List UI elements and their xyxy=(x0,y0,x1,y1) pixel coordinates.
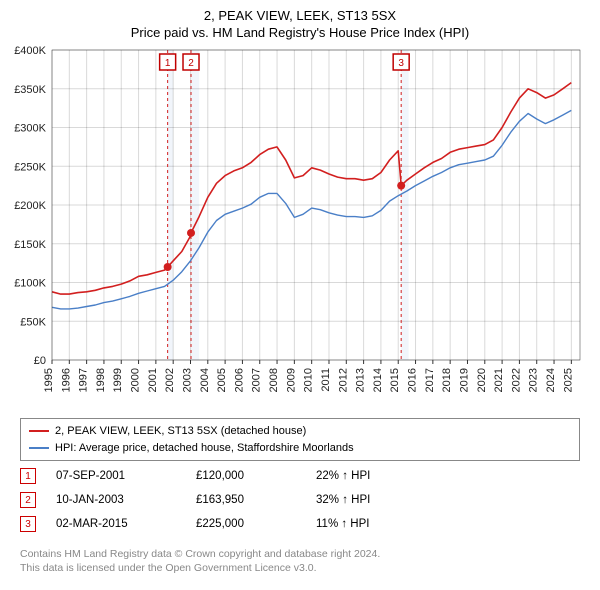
svg-text:2011: 2011 xyxy=(320,368,332,392)
svg-text:2005: 2005 xyxy=(216,368,228,392)
svg-text:£200K: £200K xyxy=(14,200,46,212)
svg-text:2019: 2019 xyxy=(458,368,470,392)
svg-text:£150K: £150K xyxy=(14,239,46,251)
sale-pct: 22% ↑ HPI xyxy=(316,470,416,482)
legend: 2, PEAK VIEW, LEEK, ST13 5SX (detached h… xyxy=(20,418,580,461)
sale-marker-icon: 2 xyxy=(20,492,36,508)
footer-line-1: Contains HM Land Registry data © Crown c… xyxy=(20,548,580,562)
svg-text:2025: 2025 xyxy=(562,368,574,392)
svg-text:£300K: £300K xyxy=(14,123,46,135)
svg-text:1999: 1999 xyxy=(112,368,124,392)
footer-line-2: This data is licensed under the Open Gov… xyxy=(20,562,580,576)
legend-row: HPI: Average price, detached house, Staf… xyxy=(29,440,571,457)
legend-row: 2, PEAK VIEW, LEEK, ST13 5SX (detached h… xyxy=(29,423,571,440)
sale-pct: 11% ↑ HPI xyxy=(316,518,416,530)
sale-price: £225,000 xyxy=(196,518,296,530)
svg-text:2007: 2007 xyxy=(251,368,263,392)
svg-text:2012: 2012 xyxy=(337,368,349,392)
svg-text:£400K: £400K xyxy=(14,45,46,57)
svg-text:2010: 2010 xyxy=(303,368,315,392)
sales-table: 1 07-SEP-2001 £120,000 22% ↑ HPI 2 10-JA… xyxy=(20,464,580,536)
legend-label: HPI: Average price, detached house, Staf… xyxy=(55,440,354,457)
svg-text:£100K: £100K xyxy=(14,278,46,290)
sale-date: 02-MAR-2015 xyxy=(56,518,176,530)
subtitle: Price paid vs. HM Land Registry's House … xyxy=(0,25,600,40)
svg-text:£0: £0 xyxy=(34,355,46,367)
svg-text:2008: 2008 xyxy=(268,368,280,392)
svg-text:2004: 2004 xyxy=(199,368,211,392)
sale-price: £163,950 xyxy=(196,494,296,506)
svg-text:£50K: £50K xyxy=(20,316,46,328)
svg-text:£250K: £250K xyxy=(14,161,46,173)
svg-text:2006: 2006 xyxy=(233,368,245,392)
svg-text:2016: 2016 xyxy=(407,368,419,392)
svg-text:2022: 2022 xyxy=(510,368,522,392)
title-area: 2, PEAK VIEW, LEEK, ST13 5SX Price paid … xyxy=(0,0,600,40)
legend-label: 2, PEAK VIEW, LEEK, ST13 5SX (detached h… xyxy=(55,423,306,440)
svg-text:2021: 2021 xyxy=(493,368,505,392)
svg-text:1996: 1996 xyxy=(60,368,72,392)
svg-text:1998: 1998 xyxy=(95,368,107,392)
sale-pct: 32% ↑ HPI xyxy=(316,494,416,506)
svg-text:2018: 2018 xyxy=(441,368,453,392)
legend-swatch-1 xyxy=(29,430,49,432)
svg-text:1997: 1997 xyxy=(78,368,90,392)
legend-swatch-2 xyxy=(29,447,49,449)
svg-text:2023: 2023 xyxy=(528,368,540,392)
svg-text:2009: 2009 xyxy=(285,368,297,392)
svg-text:2: 2 xyxy=(188,58,194,69)
chart: £0 £50K £100K £150K £200K £250K £300K £350K £400… xyxy=(0,44,600,414)
footer-note: Contains HM Land Registry data © Crown c… xyxy=(20,548,580,575)
svg-text:2000: 2000 xyxy=(130,368,142,392)
svg-text:2020: 2020 xyxy=(476,368,488,392)
svg-text:1995: 1995 xyxy=(43,368,55,392)
table-row: 1 07-SEP-2001 £120,000 22% ↑ HPI xyxy=(20,464,580,488)
table-row: 3 02-MAR-2015 £225,000 11% ↑ HPI xyxy=(20,512,580,536)
svg-text:2013: 2013 xyxy=(355,368,367,392)
svg-text:2014: 2014 xyxy=(372,368,384,392)
address-title: 2, PEAK VIEW, LEEK, ST13 5SX xyxy=(0,8,600,23)
svg-text:2024: 2024 xyxy=(545,368,557,392)
svg-text:2001: 2001 xyxy=(147,368,159,392)
sale-marker-icon: 1 xyxy=(20,468,36,484)
svg-text:2015: 2015 xyxy=(389,368,401,392)
sale-date: 07-SEP-2001 xyxy=(56,470,176,482)
chart-svg: £0 £50K £100K £150K £200K £250K £300K £350K £400… xyxy=(0,44,600,414)
sale-marker-icon: 3 xyxy=(20,516,36,532)
sale-price: £120,000 xyxy=(196,470,296,482)
svg-text:2002: 2002 xyxy=(164,368,176,392)
table-row: 2 10-JAN-2003 £163,950 32% ↑ HPI xyxy=(20,488,580,512)
svg-text:£350K: £350K xyxy=(14,84,46,96)
svg-text:3: 3 xyxy=(398,58,404,69)
sale-date: 10-JAN-2003 xyxy=(56,494,176,506)
svg-text:1: 1 xyxy=(165,58,171,69)
svg-text:2003: 2003 xyxy=(181,368,193,392)
svg-text:2017: 2017 xyxy=(424,368,436,392)
